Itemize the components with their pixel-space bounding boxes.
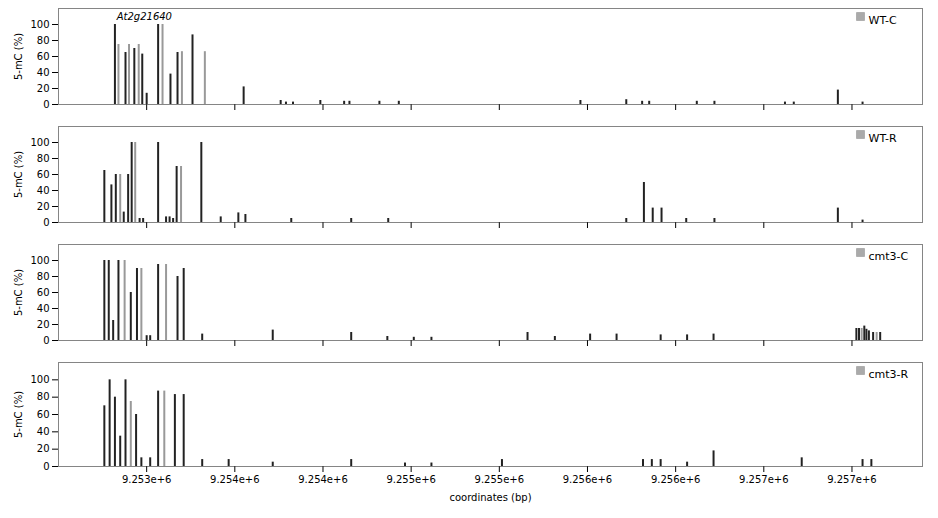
svg-text:5-mC (%): 5-mC (%) xyxy=(13,151,24,198)
svg-text:coordinates (bp): coordinates (bp) xyxy=(449,492,531,503)
svg-text:9.253e+6: 9.253e+6 xyxy=(122,474,172,485)
svg-text:20: 20 xyxy=(37,443,50,454)
svg-text:80: 80 xyxy=(37,271,50,282)
svg-text:0: 0 xyxy=(43,335,49,346)
svg-text:60: 60 xyxy=(37,169,50,180)
svg-text:80: 80 xyxy=(37,391,50,402)
svg-text:100: 100 xyxy=(30,374,49,385)
svg-text:9.255e+6: 9.255e+6 xyxy=(475,474,525,485)
svg-text:60: 60 xyxy=(37,51,50,62)
svg-text:60: 60 xyxy=(37,287,50,298)
svg-text:5-mC (%): 5-mC (%) xyxy=(13,391,24,438)
svg-text:60: 60 xyxy=(37,409,50,420)
svg-text:20: 20 xyxy=(37,83,50,94)
svg-text:9.254e+6: 9.254e+6 xyxy=(298,474,348,485)
svg-text:20: 20 xyxy=(37,319,50,330)
svg-text:100: 100 xyxy=(30,255,49,266)
svg-text:80: 80 xyxy=(37,153,50,164)
svg-text:0: 0 xyxy=(43,99,49,110)
svg-text:9.255e+6: 9.255e+6 xyxy=(386,474,436,485)
svg-text:9.257e+6: 9.257e+6 xyxy=(827,474,877,485)
svg-text:100: 100 xyxy=(30,19,49,30)
svg-text:At2g21640: At2g21640 xyxy=(116,11,172,22)
svg-text:9.256e+6: 9.256e+6 xyxy=(563,474,613,485)
svg-text:40: 40 xyxy=(37,67,50,78)
svg-text:5-mC (%): 5-mC (%) xyxy=(13,33,24,80)
svg-text:WT-C: WT-C xyxy=(869,14,898,27)
svg-text:9.254e+6: 9.254e+6 xyxy=(210,474,260,485)
svg-text:cmt3-R: cmt3-R xyxy=(869,368,909,381)
svg-text:40: 40 xyxy=(37,426,50,437)
svg-text:100: 100 xyxy=(30,137,49,148)
svg-text:0: 0 xyxy=(43,217,49,228)
svg-text:0: 0 xyxy=(43,461,49,472)
svg-text:5-mC (%): 5-mC (%) xyxy=(13,269,24,316)
svg-text:40: 40 xyxy=(37,185,50,196)
svg-text:cmt3-C: cmt3-C xyxy=(869,250,909,263)
svg-text:80: 80 xyxy=(37,35,50,46)
svg-text:9.257e+6: 9.257e+6 xyxy=(739,474,789,485)
svg-text:WT-R: WT-R xyxy=(869,132,898,145)
svg-text:9.256e+6: 9.256e+6 xyxy=(651,474,701,485)
svg-text:20: 20 xyxy=(37,201,50,212)
svg-text:40: 40 xyxy=(37,303,50,314)
